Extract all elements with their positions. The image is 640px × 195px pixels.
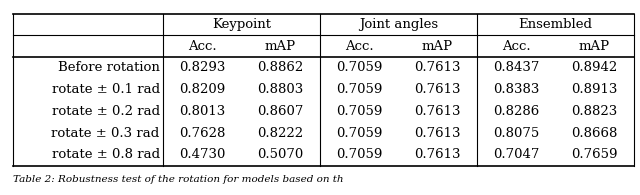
Text: 0.7613: 0.7613 [414, 61, 461, 74]
Text: 0.8803: 0.8803 [257, 83, 304, 96]
Text: 0.7613: 0.7613 [414, 105, 461, 118]
Text: 0.8913: 0.8913 [571, 83, 618, 96]
Text: 0.8942: 0.8942 [572, 61, 618, 74]
Text: 0.7059: 0.7059 [336, 127, 382, 140]
Text: Joint angles: Joint angles [358, 18, 438, 31]
Text: 0.7613: 0.7613 [414, 83, 461, 96]
Text: rotate ± 0.3 rad: rotate ± 0.3 rad [51, 127, 160, 140]
Text: 0.7059: 0.7059 [336, 148, 382, 161]
Text: Ensembled: Ensembled [518, 18, 592, 31]
Text: 0.8293: 0.8293 [179, 61, 225, 74]
Text: 0.4730: 0.4730 [179, 148, 225, 161]
Text: 0.8209: 0.8209 [179, 83, 225, 96]
Text: rotate ± 0.8 rad: rotate ± 0.8 rad [52, 148, 160, 161]
Text: 0.8437: 0.8437 [493, 61, 539, 74]
Text: Acc.: Acc. [345, 40, 373, 53]
Text: 0.7047: 0.7047 [493, 148, 539, 161]
Text: 0.7613: 0.7613 [414, 148, 461, 161]
Text: 0.8013: 0.8013 [179, 105, 225, 118]
Text: 0.8862: 0.8862 [257, 61, 304, 74]
Text: 0.7613: 0.7613 [414, 127, 461, 140]
Text: 0.7059: 0.7059 [336, 105, 382, 118]
Text: mAP: mAP [265, 40, 296, 53]
Text: mAP: mAP [579, 40, 610, 53]
Text: 0.7628: 0.7628 [179, 127, 225, 140]
Text: 0.8383: 0.8383 [493, 83, 539, 96]
Text: rotate ± 0.1 rad: rotate ± 0.1 rad [52, 83, 160, 96]
Text: Table 2: Robustness test of the rotation for models based on th: Table 2: Robustness test of the rotation… [13, 176, 343, 184]
Text: 0.8823: 0.8823 [572, 105, 618, 118]
Text: 0.5070: 0.5070 [257, 148, 304, 161]
Text: Acc.: Acc. [188, 40, 216, 53]
Text: mAP: mAP [422, 40, 453, 53]
Text: 0.8668: 0.8668 [571, 127, 618, 140]
Text: Before rotation: Before rotation [58, 61, 160, 74]
Text: 0.7659: 0.7659 [571, 148, 618, 161]
Text: 0.8222: 0.8222 [257, 127, 303, 140]
Text: Acc.: Acc. [502, 40, 530, 53]
Text: 0.7059: 0.7059 [336, 61, 382, 74]
Text: 0.7059: 0.7059 [336, 83, 382, 96]
Text: 0.8075: 0.8075 [493, 127, 539, 140]
Text: 0.8286: 0.8286 [493, 105, 539, 118]
Text: 0.8607: 0.8607 [257, 105, 304, 118]
Text: rotate ± 0.2 rad: rotate ± 0.2 rad [52, 105, 160, 118]
Text: Keypoint: Keypoint [212, 18, 271, 31]
